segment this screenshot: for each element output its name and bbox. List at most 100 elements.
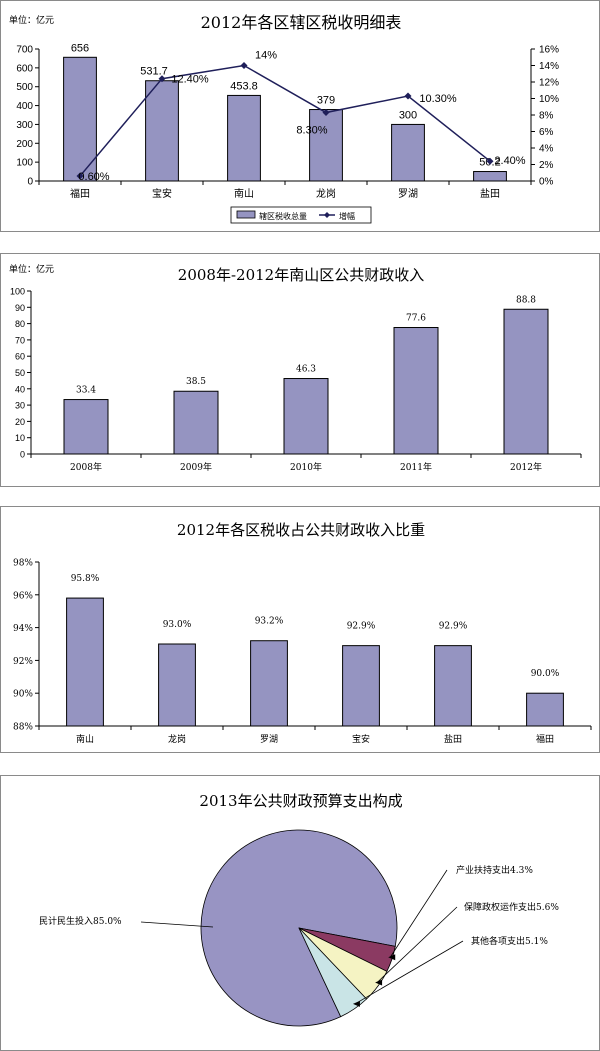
line-data-label: 10.30%	[419, 93, 457, 105]
line-point	[158, 75, 166, 83]
bar	[250, 640, 288, 727]
data-label: 93.0%	[163, 620, 192, 630]
y-tick-label: 88%	[13, 723, 33, 733]
pie-label: 产业扶持支出4.3%	[456, 864, 533, 876]
y-tick-label: 0	[20, 450, 25, 460]
y2-tick-label: 16%	[539, 45, 559, 56]
legend-box	[230, 206, 372, 224]
bar	[434, 645, 472, 727]
pie-label: 保障政权运作支出5.6%	[464, 901, 559, 913]
data-label: 95.8%	[71, 574, 100, 584]
bar	[283, 378, 329, 455]
y-tick-label: 600	[16, 63, 33, 74]
bar	[158, 643, 196, 727]
y2-tick-label: 0%	[539, 177, 554, 188]
line-data-label: 2.40%	[494, 155, 525, 167]
x-tick-label: 2009年	[180, 461, 212, 473]
y-tick-label: 30	[15, 401, 25, 411]
x-tick-label: 南山	[234, 187, 254, 200]
legend-marker	[324, 212, 330, 218]
x-tick-label: 宝安	[352, 733, 370, 745]
x-tick-label: 罗湖	[398, 188, 418, 200]
data-label: 92.9%	[347, 622, 376, 632]
line-point	[240, 62, 248, 69]
y-tick-label: 0	[27, 177, 33, 188]
leader-line	[140, 921, 214, 928]
y-tick-label: 98%	[13, 559, 33, 569]
y-tick-label: 200	[16, 139, 33, 150]
leader-arrow	[375, 979, 383, 986]
bar	[342, 645, 380, 727]
data-label: 77.6	[406, 314, 426, 324]
y-tick-label: 10	[15, 433, 25, 443]
line-point	[404, 92, 412, 100]
y-tick-label: 80	[15, 319, 25, 329]
y-tick-label: 50	[15, 368, 25, 378]
y-tick-label: 100	[16, 158, 33, 169]
y2-tick-label: 8%	[539, 111, 554, 122]
line-series-growth	[79, 64, 491, 177]
x-tick-label: 宝安	[152, 187, 172, 200]
leader-line	[376, 906, 458, 983]
chart-nanshan-revenue: 2008年-2012年南山区公共财政收入 单位：亿元 0 10 20 30 40 50 60…	[0, 253, 600, 487]
x-tick-label: 盐田	[480, 187, 500, 200]
line-data-label: 8.30%	[296, 125, 327, 137]
chart-tax-share-svg: 2012年各区税收占公共财政收入比重 88% 90% 92% 94% 96% 98% 南山 9…	[13, 521, 592, 745]
line-point	[322, 109, 330, 117]
y2-tick-label: 2%	[539, 160, 554, 171]
data-label: 453.8	[230, 80, 258, 92]
unit-label: 单位：亿元	[9, 14, 54, 26]
data-label: 92.9%	[439, 622, 468, 632]
y-tick-label: 300	[16, 120, 33, 131]
data-label: 46.3	[296, 365, 316, 375]
data-label: 531.7	[140, 66, 168, 78]
data-label: 656	[71, 42, 89, 54]
y-tick-label: 70	[15, 335, 25, 345]
bar	[526, 692, 564, 727]
bar	[391, 123, 425, 182]
pie-slice	[298, 927, 368, 1018]
y2-tick-label: 12%	[539, 78, 559, 89]
data-label: 88.8	[516, 295, 536, 305]
leader-line	[389, 869, 448, 958]
x-tick-label: 2008年	[70, 461, 102, 473]
chart-title: 2012年各区税收占公共财政收入比重	[177, 521, 425, 539]
y-tick-label: 20	[15, 417, 25, 427]
y-tick-label: 94%	[13, 624, 33, 634]
data-label: 379	[317, 95, 335, 107]
chart-district-tax-svg: 2012年各区辖区税收明细表 单位：亿元 0 100 200 300 400 500 600…	[9, 13, 559, 224]
leader-line	[354, 940, 464, 1005]
legend-label-line: 增幅	[339, 211, 355, 221]
x-tick-label: 盐田	[444, 733, 462, 745]
y2-tick-label: 14%	[539, 61, 559, 72]
line-data-label: 12.40%	[171, 74, 209, 86]
data-label: 300	[399, 109, 417, 121]
unit-label: 单位：亿元	[9, 263, 54, 275]
y-tick-label: 700	[16, 45, 33, 56]
data-label: 93.2%	[255, 617, 284, 627]
x-tick-label: 龙岗	[316, 187, 336, 200]
y2-tick-label: 4%	[539, 144, 554, 155]
bar	[309, 109, 343, 182]
x-tick-label: 罗湖	[260, 734, 278, 745]
x-tick-label: 福田	[536, 733, 554, 745]
data-label: 38.5	[186, 377, 206, 387]
x-tick-label: 龙岗	[168, 733, 186, 745]
bar	[173, 390, 219, 455]
legend-swatch-bar	[236, 210, 256, 219]
bar	[63, 56, 97, 182]
legend-label-bar: 辖区税收总量	[259, 211, 307, 221]
x-tick-label: 2012年	[510, 461, 542, 473]
leader-arrow	[352, 1000, 360, 1007]
x-tick-label: 2011年	[400, 461, 432, 473]
chart-expenditure-pie: 2013年公共财政预算支出构成 民计民生投入85.0% 产业扶持支出4.3% 保障政…	[0, 775, 600, 1051]
chart-district-tax: 2012年各区辖区税收明细表 单位：亿元 0 100 200 300 400 500 600…	[0, 0, 600, 232]
y-tick-label: 100	[10, 287, 25, 297]
bar	[473, 171, 507, 182]
leader-arrow	[388, 954, 396, 961]
y-tick-label: 90	[15, 303, 25, 313]
pie-label: 民计民生投入85.0%	[39, 915, 122, 927]
y-tick-label: 60	[15, 352, 25, 362]
bar	[145, 80, 179, 182]
y2-tick-label: 6%	[539, 127, 554, 138]
